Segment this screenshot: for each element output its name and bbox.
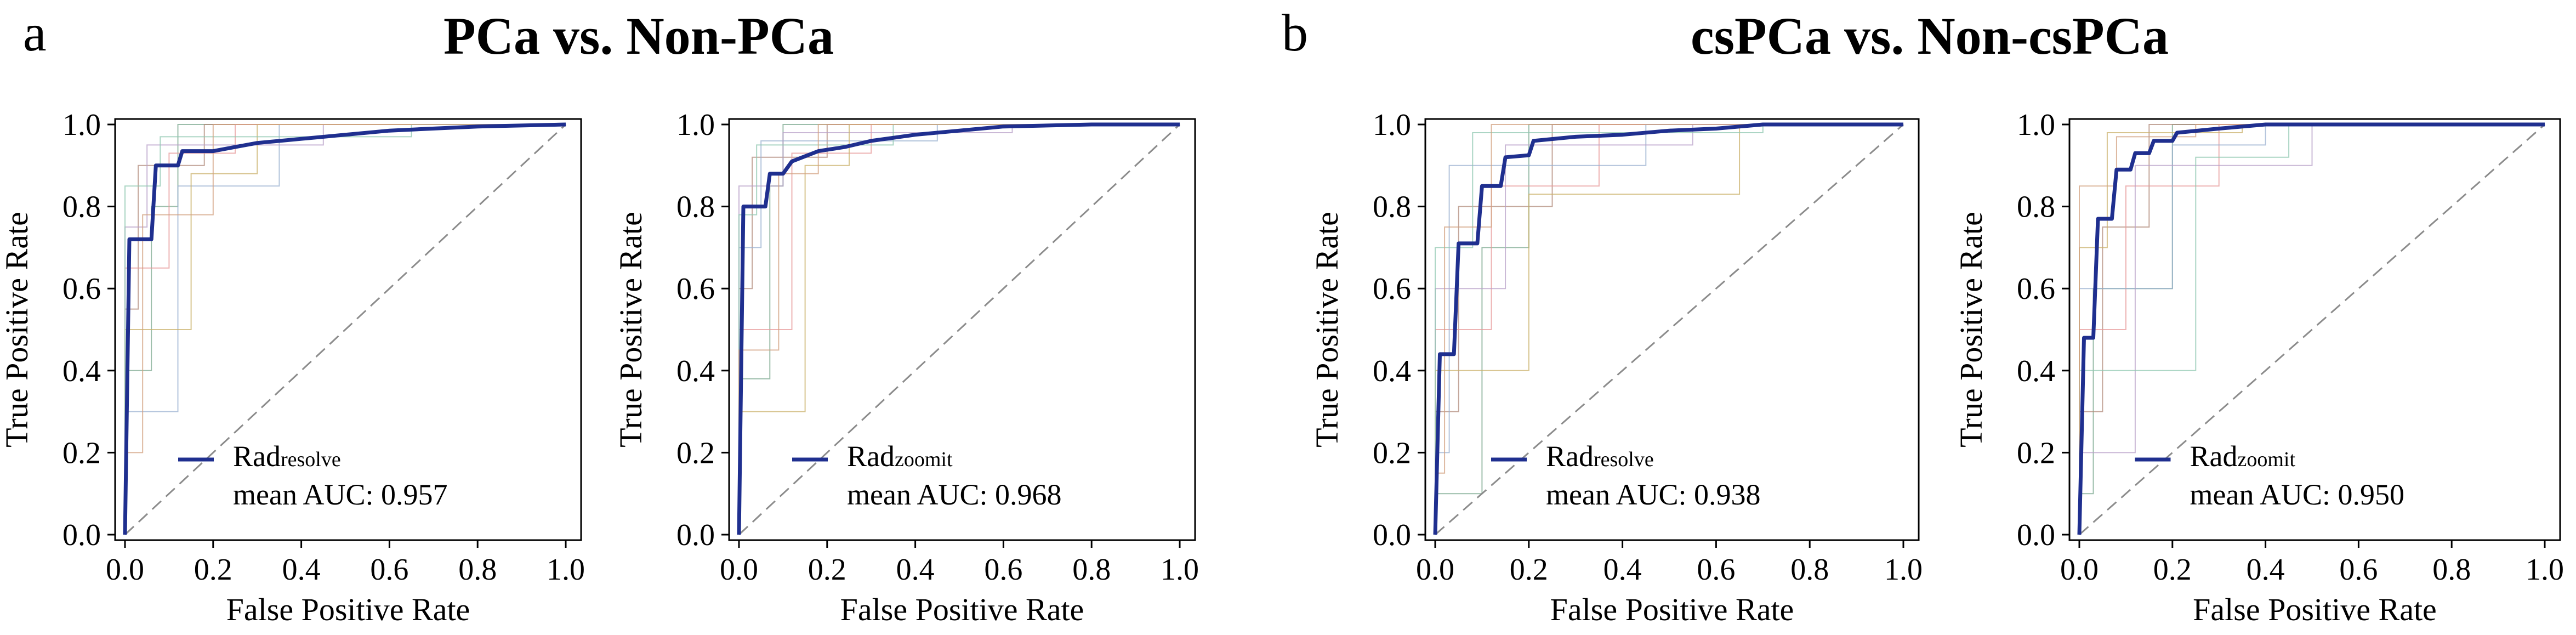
y-axis-label: True Positive Rate [613, 212, 649, 447]
x-axis-label: False Positive Rate [226, 592, 470, 627]
y-tick-label: 0.4 [62, 354, 101, 388]
roc-chart-3: 0.0 0.2 0.4 0.6 0.8 1.0 0.0 0.2 0.4 0.6 0.8 1.0 Fals… [1309, 108, 1923, 627]
y-tick-label: 1.0 [2017, 108, 2055, 142]
panel-title-a: PCa vs. Non-PCa [443, 7, 834, 65]
legend-series-name: Radresolve [233, 440, 341, 473]
x-tick-label: 0.2 [194, 553, 232, 587]
roc-chart-4: 0.0 0.2 0.4 0.6 0.8 1.0 0.0 0.2 0.4 0.6 0.8 1.0 Fals… [1953, 108, 2564, 627]
x-tick-label: 0.4 [2247, 553, 2285, 587]
x-tick-label: 0.2 [808, 553, 846, 587]
x-tick-label: 0.0 [106, 553, 144, 587]
legend: Radzoomit mean AUC: 0.968 [792, 440, 1061, 511]
legend-series-name: Radresolve [1546, 440, 1654, 473]
chance-diagonal [1435, 123, 1904, 536]
y-tick-label: 0.6 [1373, 272, 1411, 306]
y-tick-label: 1.0 [676, 108, 715, 142]
legend-mean-auc: mean AUC: 0.968 [847, 478, 1061, 511]
x-tick-label: 0.8 [2432, 553, 2471, 587]
y-tick-label: 0.8 [2017, 190, 2055, 224]
mean-roc-curve [1433, 122, 1903, 535]
x-tick-label: 0.6 [1697, 553, 1735, 587]
x-tick-label: 0.2 [2153, 553, 2192, 587]
panel-label-a: a [23, 3, 47, 62]
y-axis-label: True Positive Rate [1953, 212, 1989, 447]
y-tick-label: 0.8 [676, 190, 715, 224]
y-tick-label: 0.2 [1373, 436, 1411, 470]
y-tick-label: 0.6 [2017, 272, 2055, 306]
y-tick-label: 1.0 [1373, 108, 1411, 142]
legend: Radzoomit mean AUC: 0.950 [2135, 440, 2404, 511]
fold-roc-curve-8 [2079, 124, 2545, 535]
legend-series-name: Radzoomit [847, 440, 953, 473]
y-tick-label: 0.2 [62, 436, 101, 470]
chance-diagonal [2079, 123, 2545, 536]
y-tick-label: 0.6 [676, 272, 715, 306]
x-tick-label: 1.0 [547, 553, 585, 587]
mean-roc-curve [737, 122, 1180, 535]
x-axis-label: False Positive Rate [1550, 592, 1794, 627]
y-tick-label: 0.4 [2017, 354, 2055, 388]
plot-frame [1424, 118, 1920, 541]
plot-frame [114, 118, 582, 541]
plot-frame [728, 118, 1196, 541]
x-tick-label: 0.8 [1072, 553, 1111, 587]
y-tick-label: 0.8 [1373, 190, 1411, 224]
y-tick-label: 0.8 [62, 190, 101, 224]
y-tick-label: 0.2 [676, 436, 715, 470]
y-tick-label: 0.0 [2017, 518, 2055, 552]
x-tick-label: 0.8 [458, 553, 497, 587]
legend-mean-auc: mean AUC: 0.957 [233, 478, 447, 511]
x-tick-label: 0.0 [2060, 553, 2099, 587]
roc-plots: 0.0 0.2 0.4 0.6 0.8 1.0 0.0 0.2 0.4 0.6 0.8 1.0 Fals… [0, 108, 2564, 627]
y-axis-label: True Positive Rate [1309, 212, 1345, 447]
x-tick-label: 0.0 [720, 553, 758, 587]
y-tick-label: 0.0 [62, 518, 101, 552]
panel-title-b: csPCa vs. Non-csPCa [1691, 7, 2169, 65]
legend-mean-auc: mean AUC: 0.950 [2190, 478, 2404, 511]
x-tick-label: 0.6 [984, 553, 1022, 587]
plot-frame [2068, 118, 2561, 541]
x-axis-label: False Positive Rate [2193, 592, 2437, 627]
legend-series-subscript: resolve [281, 448, 341, 471]
y-tick-label: 0.0 [1373, 518, 1411, 552]
x-tick-label: 0.6 [2339, 553, 2378, 587]
y-tick-label: 0.2 [2017, 436, 2055, 470]
x-tick-label: 0.4 [896, 553, 935, 587]
legend-series-subscript: zoomit [2238, 448, 2296, 471]
x-tick-label: 1.0 [1884, 553, 1923, 587]
x-tick-label: 0.6 [370, 553, 408, 587]
mean-roc-curve [2077, 122, 2545, 535]
x-tick-label: 1.0 [1161, 553, 1199, 587]
x-tick-label: 0.2 [1510, 553, 1548, 587]
roc-chart-2: 0.0 0.2 0.4 0.6 0.8 1.0 0.0 0.2 0.4 0.6 0.8 1.0 Fals… [613, 108, 1199, 627]
x-tick-label: 0.4 [282, 553, 321, 587]
y-axis-label: True Positive Rate [0, 212, 35, 447]
x-tick-label: 0.0 [1416, 553, 1454, 587]
x-axis-label: False Positive Rate [840, 592, 1084, 627]
x-tick-label: 1.0 [2526, 553, 2564, 587]
y-tick-label: 0.4 [1373, 354, 1411, 388]
y-tick-label: 0.4 [676, 354, 715, 388]
legend-series-subscript: zoomit [895, 448, 953, 471]
legend: Radresolve mean AUC: 0.957 [178, 440, 447, 511]
roc-chart-1: 0.0 0.2 0.4 0.6 0.8 1.0 0.0 0.2 0.4 0.6 0.8 1.0 Fals… [0, 108, 585, 627]
legend-series-name: Radzoomit [2190, 440, 2296, 473]
legend-mean-auc: mean AUC: 0.938 [1546, 478, 1760, 511]
x-tick-label: 0.4 [1603, 553, 1642, 587]
y-tick-label: 0.6 [62, 272, 101, 306]
y-tick-label: 0.0 [676, 518, 715, 552]
legend-series-subscript: resolve [1594, 448, 1654, 471]
x-tick-label: 0.8 [1790, 553, 1829, 587]
panel-label-b: b [1282, 3, 1308, 62]
y-tick-label: 1.0 [62, 108, 101, 142]
chance-diagonal [738, 123, 1181, 536]
mean-roc-curve [123, 122, 566, 535]
chance-diagonal [124, 123, 567, 536]
legend: Radresolve mean AUC: 0.938 [1491, 440, 1760, 511]
